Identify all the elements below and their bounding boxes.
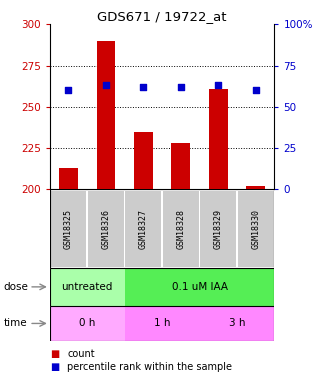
- Bar: [247, 186, 265, 189]
- Bar: [200, 191, 236, 267]
- Text: untreated: untreated: [62, 282, 113, 292]
- Text: GSM18327: GSM18327: [139, 209, 148, 249]
- Bar: [125, 306, 200, 341]
- Text: dose: dose: [3, 282, 28, 292]
- Point: [66, 87, 71, 93]
- Bar: [59, 168, 78, 189]
- Text: percentile rank within the sample: percentile rank within the sample: [67, 362, 232, 372]
- Text: ■: ■: [50, 350, 59, 359]
- Text: GSM18330: GSM18330: [251, 209, 260, 249]
- Bar: [88, 191, 124, 267]
- Point: [103, 82, 108, 88]
- Text: GSM18326: GSM18326: [101, 209, 110, 249]
- Point: [253, 87, 258, 93]
- Bar: [163, 191, 199, 267]
- Text: 0.1 uM IAA: 0.1 uM IAA: [171, 282, 228, 292]
- Text: GSM18325: GSM18325: [64, 209, 73, 249]
- Point: [178, 84, 183, 90]
- Bar: [134, 132, 153, 189]
- Bar: [50, 306, 125, 341]
- Bar: [238, 191, 274, 267]
- Text: count: count: [67, 350, 95, 359]
- Point: [216, 82, 221, 88]
- Text: 0 h: 0 h: [79, 318, 95, 328]
- Bar: [50, 268, 125, 306]
- Title: GDS671 / 19722_at: GDS671 / 19722_at: [97, 10, 227, 23]
- Text: ■: ■: [50, 362, 59, 372]
- Point: [141, 84, 146, 90]
- Text: 1 h: 1 h: [154, 318, 170, 328]
- Bar: [50, 191, 86, 267]
- Text: time: time: [3, 318, 27, 328]
- Text: GSM18329: GSM18329: [214, 209, 223, 249]
- Bar: [125, 268, 274, 306]
- Bar: [200, 306, 274, 341]
- Bar: [97, 41, 115, 189]
- Bar: [171, 143, 190, 189]
- Bar: [126, 191, 161, 267]
- Bar: [209, 89, 228, 189]
- Text: GSM18328: GSM18328: [176, 209, 185, 249]
- Text: 3 h: 3 h: [229, 318, 245, 328]
